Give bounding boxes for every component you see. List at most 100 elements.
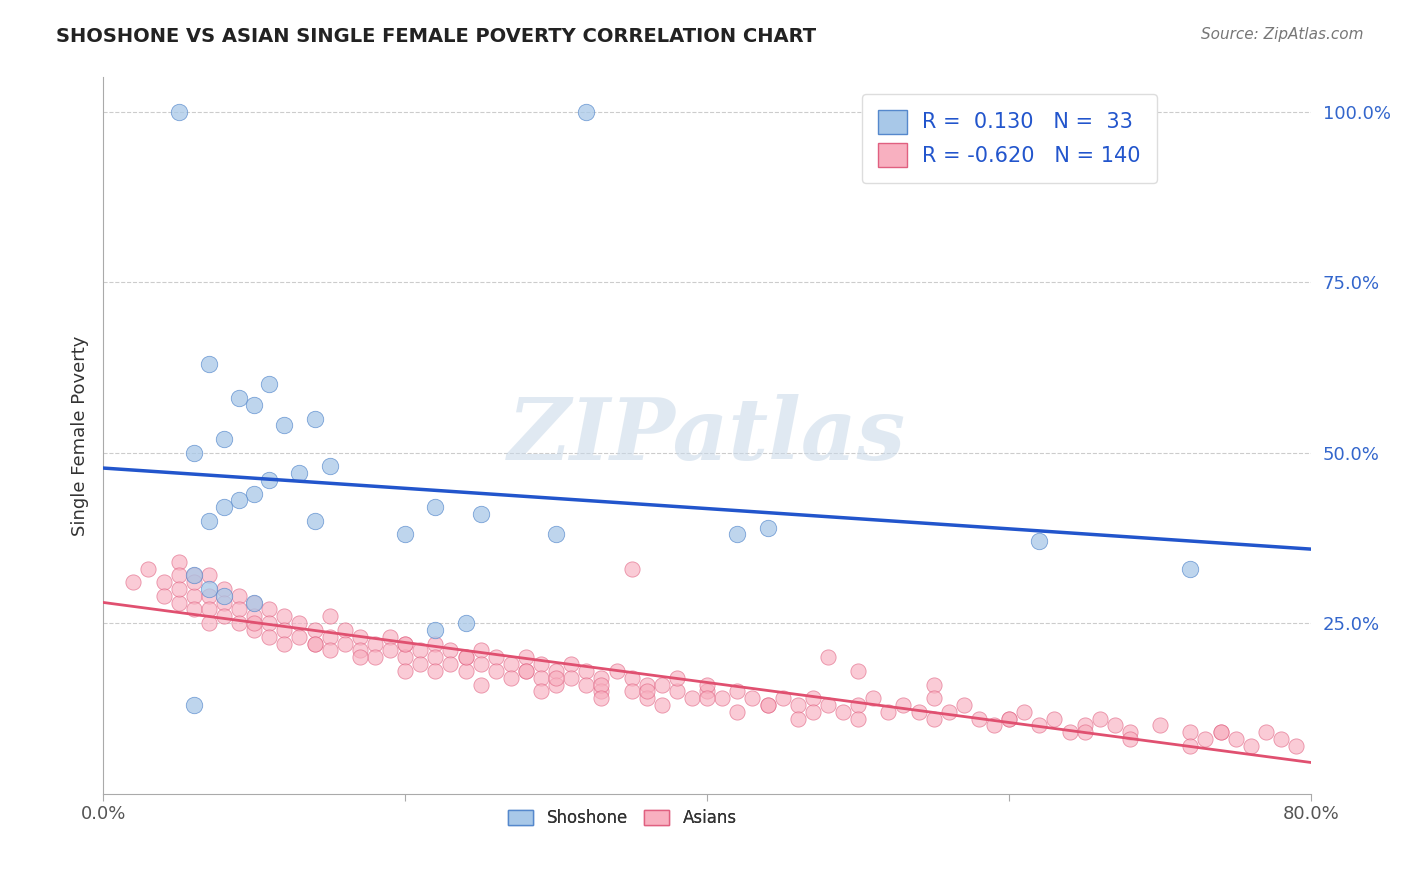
Text: ZIPatlas: ZIPatlas — [508, 393, 907, 477]
Point — [907, 705, 929, 719]
Point — [243, 609, 266, 624]
Point — [1059, 725, 1081, 739]
Point — [243, 486, 266, 500]
Point — [546, 527, 568, 541]
Point — [349, 630, 371, 644]
Point — [394, 527, 416, 541]
Point — [273, 609, 295, 624]
Point — [786, 698, 808, 712]
Point — [546, 664, 568, 678]
Point — [801, 705, 824, 719]
Point — [967, 712, 990, 726]
Point — [696, 684, 718, 698]
Point — [349, 650, 371, 665]
Point — [470, 643, 492, 657]
Point — [636, 684, 658, 698]
Point — [1270, 732, 1292, 747]
Point — [243, 596, 266, 610]
Point — [877, 705, 900, 719]
Point — [817, 698, 839, 712]
Point — [756, 521, 779, 535]
Point — [1043, 712, 1066, 726]
Point — [257, 602, 280, 616]
Point — [470, 657, 492, 671]
Point — [152, 575, 174, 590]
Point — [288, 630, 311, 644]
Point — [998, 712, 1021, 726]
Point — [439, 643, 461, 657]
Point — [1194, 732, 1216, 747]
Point — [515, 650, 537, 665]
Point — [575, 104, 598, 119]
Point — [922, 677, 945, 691]
Point — [530, 657, 553, 671]
Text: Source: ZipAtlas.com: Source: ZipAtlas.com — [1201, 27, 1364, 42]
Point — [349, 643, 371, 657]
Point — [198, 582, 221, 596]
Point — [198, 589, 221, 603]
Point — [665, 684, 688, 698]
Point — [1028, 718, 1050, 732]
Point — [394, 637, 416, 651]
Point — [515, 664, 537, 678]
Point — [212, 432, 235, 446]
Point — [846, 698, 869, 712]
Point — [425, 623, 447, 637]
Point — [546, 677, 568, 691]
Point — [304, 637, 326, 651]
Point — [591, 691, 613, 706]
Point — [515, 664, 537, 678]
Point — [228, 493, 250, 508]
Point — [378, 643, 401, 657]
Point — [288, 616, 311, 631]
Point — [425, 650, 447, 665]
Point — [425, 664, 447, 678]
Point — [212, 500, 235, 515]
Point — [530, 684, 553, 698]
Point — [243, 623, 266, 637]
Point — [801, 691, 824, 706]
Point — [167, 555, 190, 569]
Point — [394, 637, 416, 651]
Point — [1209, 725, 1232, 739]
Point — [228, 391, 250, 405]
Point — [575, 664, 598, 678]
Point — [983, 718, 1005, 732]
Point — [711, 691, 734, 706]
Point — [922, 712, 945, 726]
Point — [378, 630, 401, 644]
Text: SHOSHONE VS ASIAN SINGLE FEMALE POVERTY CORRELATION CHART: SHOSHONE VS ASIAN SINGLE FEMALE POVERTY … — [56, 27, 817, 45]
Point — [439, 657, 461, 671]
Point — [198, 514, 221, 528]
Point — [167, 104, 190, 119]
Point — [183, 589, 205, 603]
Point — [257, 473, 280, 487]
Point — [454, 650, 477, 665]
Point — [394, 664, 416, 678]
Point — [304, 623, 326, 637]
Point — [1073, 718, 1095, 732]
Point — [212, 589, 235, 603]
Point — [1254, 725, 1277, 739]
Point — [725, 684, 748, 698]
Point — [425, 500, 447, 515]
Point — [212, 596, 235, 610]
Point — [273, 637, 295, 651]
Point — [485, 650, 508, 665]
Point — [1225, 732, 1247, 747]
Point — [304, 411, 326, 425]
Point — [273, 623, 295, 637]
Legend: Shoshone, Asians: Shoshone, Asians — [501, 801, 745, 836]
Point — [832, 705, 855, 719]
Point — [183, 445, 205, 459]
Point — [364, 637, 387, 651]
Point — [998, 712, 1021, 726]
Point — [212, 582, 235, 596]
Point — [893, 698, 915, 712]
Point — [651, 677, 673, 691]
Point — [288, 466, 311, 480]
Point — [938, 705, 960, 719]
Point — [1119, 725, 1142, 739]
Point — [1104, 718, 1126, 732]
Point — [228, 616, 250, 631]
